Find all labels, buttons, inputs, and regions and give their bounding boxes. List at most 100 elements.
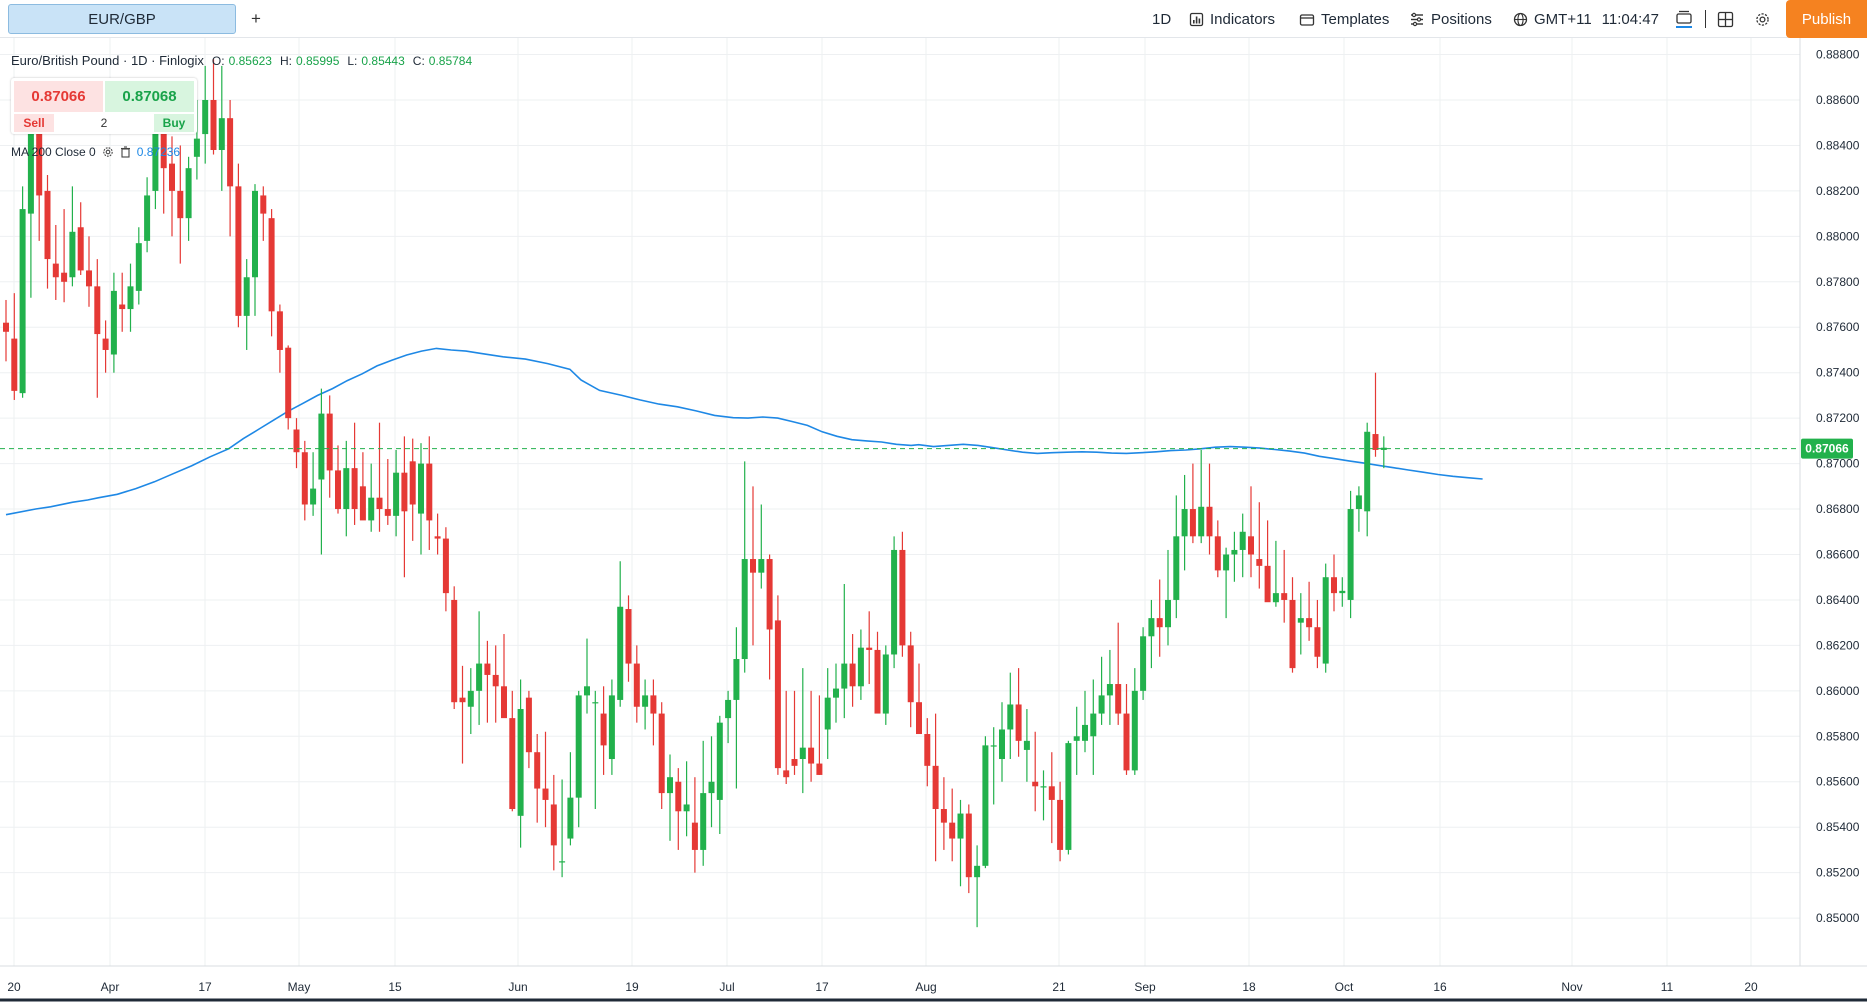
candle-body	[849, 663, 856, 687]
price-axis[interactable]: 0.88800 0.88600 0.88400 0.88200 0.88000 0.878…	[1816, 48, 1860, 926]
candle-body	[1073, 736, 1080, 741]
y-tick-label: 0.86400	[1816, 593, 1860, 607]
candle-body	[924, 734, 931, 766]
top-toolbar: EUR/GBP + 1D Indicators Templates Positi…	[0, 0, 1867, 38]
candle-body	[783, 770, 790, 778]
candle-body	[816, 763, 823, 775]
candle-body	[310, 488, 317, 505]
candle-body	[177, 190, 184, 219]
candle-body	[907, 645, 914, 703]
templates-button[interactable]: Templates	[1299, 6, 1389, 32]
candle-body	[1355, 495, 1362, 510]
y-tick-label: 0.87000	[1816, 457, 1860, 471]
candle-body	[750, 559, 756, 573]
candle-body	[52, 263, 59, 278]
close-label: C:	[412, 54, 425, 68]
candle-body	[442, 538, 449, 594]
candle-body	[86, 270, 92, 287]
low-label: L:	[347, 54, 358, 68]
price-chart[interactable]: 0.87066 0.888000.886000.884000.882000.88…	[0, 38, 1867, 1002]
indicator-settings-gear-icon[interactable]	[102, 146, 114, 158]
candle-body	[293, 429, 300, 453]
candle-body	[285, 347, 292, 419]
candle-body	[36, 131, 43, 196]
sell-button[interactable]: Sell	[14, 114, 54, 132]
current-price-tag	[1801, 438, 1853, 459]
candle-body	[517, 709, 524, 816]
candle-body	[426, 463, 433, 521]
candle-body	[658, 713, 665, 794]
candle-body	[758, 559, 765, 573]
chart-grid	[0, 38, 1867, 1002]
buy-price-button[interactable]: 0.87068	[105, 81, 194, 112]
plus-icon: +	[251, 9, 261, 28]
buy-button[interactable]: Buy	[154, 114, 194, 132]
indicator-delete-trash-icon[interactable]	[120, 146, 131, 158]
candle-body	[691, 822, 698, 850]
y-tick-label: 0.88800	[1816, 48, 1860, 62]
candle-body	[567, 797, 574, 839]
candle-body	[833, 688, 839, 698]
candle-body	[276, 311, 283, 350]
candle-body	[119, 304, 126, 310]
x-tick-label: 17	[815, 980, 829, 994]
candle-body	[650, 695, 657, 714]
candle-body	[102, 338, 109, 350]
x-tick-label: 20	[7, 980, 21, 994]
ma-line	[5, 347, 1483, 516]
candle-body	[1297, 618, 1304, 623]
settings-button[interactable]	[1754, 6, 1771, 32]
interval-button[interactable]: 1D	[1152, 6, 1171, 32]
y-tick-label: 0.85200	[1816, 866, 1860, 880]
candle-body	[169, 163, 175, 191]
snapshot-button[interactable]	[1675, 6, 1693, 32]
x-tick-label: Apr	[101, 980, 120, 994]
candle-body	[152, 127, 159, 191]
candle-body	[218, 118, 225, 150]
positions-button[interactable]: Positions	[1409, 6, 1492, 32]
time-axis[interactable]: 20 Apr 17 May 15 Jun 19 Jul 17 Aug 21 Sep 18 Oct 16 Nov…	[7, 980, 1758, 994]
candle-body	[1314, 627, 1321, 657]
candle-body	[675, 781, 682, 812]
candle-body	[11, 338, 18, 391]
candle-body	[1264, 565, 1271, 603]
candle-body	[1131, 690, 1138, 771]
candle-body	[243, 277, 250, 316]
quantity-input[interactable]	[56, 114, 152, 132]
candle-body	[1023, 740, 1030, 750]
templates-label: Templates	[1321, 10, 1390, 28]
candle-body	[401, 472, 408, 512]
publish-button[interactable]: Publish	[1786, 0, 1867, 38]
candle-body	[185, 168, 192, 219]
candle-body	[235, 186, 242, 316]
layout-grid-icon	[1717, 11, 1734, 28]
symbol-tab[interactable]: EUR/GBP	[8, 4, 236, 34]
indicators-label: Indicators	[1210, 10, 1276, 28]
current-price-line: 0.87066	[0, 438, 1853, 459]
trade-widget: 0.87066 0.87068 Sell Buy	[11, 78, 197, 134]
candle-body	[127, 286, 134, 310]
candle-body	[741, 559, 748, 660]
candle-body	[1214, 536, 1221, 571]
candle-body	[501, 686, 507, 719]
candle-body	[791, 759, 798, 766]
timezone-button[interactable]: GMT+11 11:04:47	[1513, 6, 1659, 32]
candle-body	[1015, 704, 1022, 741]
add-tab-button[interactable]: +	[244, 6, 268, 32]
x-tick-label: Sep	[1134, 980, 1156, 994]
indicators-button[interactable]: Indicators	[1189, 6, 1275, 32]
candle-body	[866, 647, 873, 650]
candle-body	[841, 663, 848, 689]
candle-body	[559, 861, 566, 863]
sell-price-button[interactable]: 0.87066	[14, 81, 103, 112]
candle-body	[202, 99, 209, 135]
candle-body	[3, 322, 9, 332]
timezone-label: GMT+11	[1534, 10, 1592, 28]
layout-button[interactable]	[1717, 6, 1734, 32]
x-tick-label: May	[288, 980, 311, 994]
candle-body	[27, 127, 34, 214]
candle-body	[434, 536, 441, 539]
candle-body	[592, 702, 599, 704]
toolbar-divider	[1705, 10, 1706, 28]
chart-legend: Euro/British Pound · 1D · Finlogix O: 0.85…	[11, 53, 472, 68]
